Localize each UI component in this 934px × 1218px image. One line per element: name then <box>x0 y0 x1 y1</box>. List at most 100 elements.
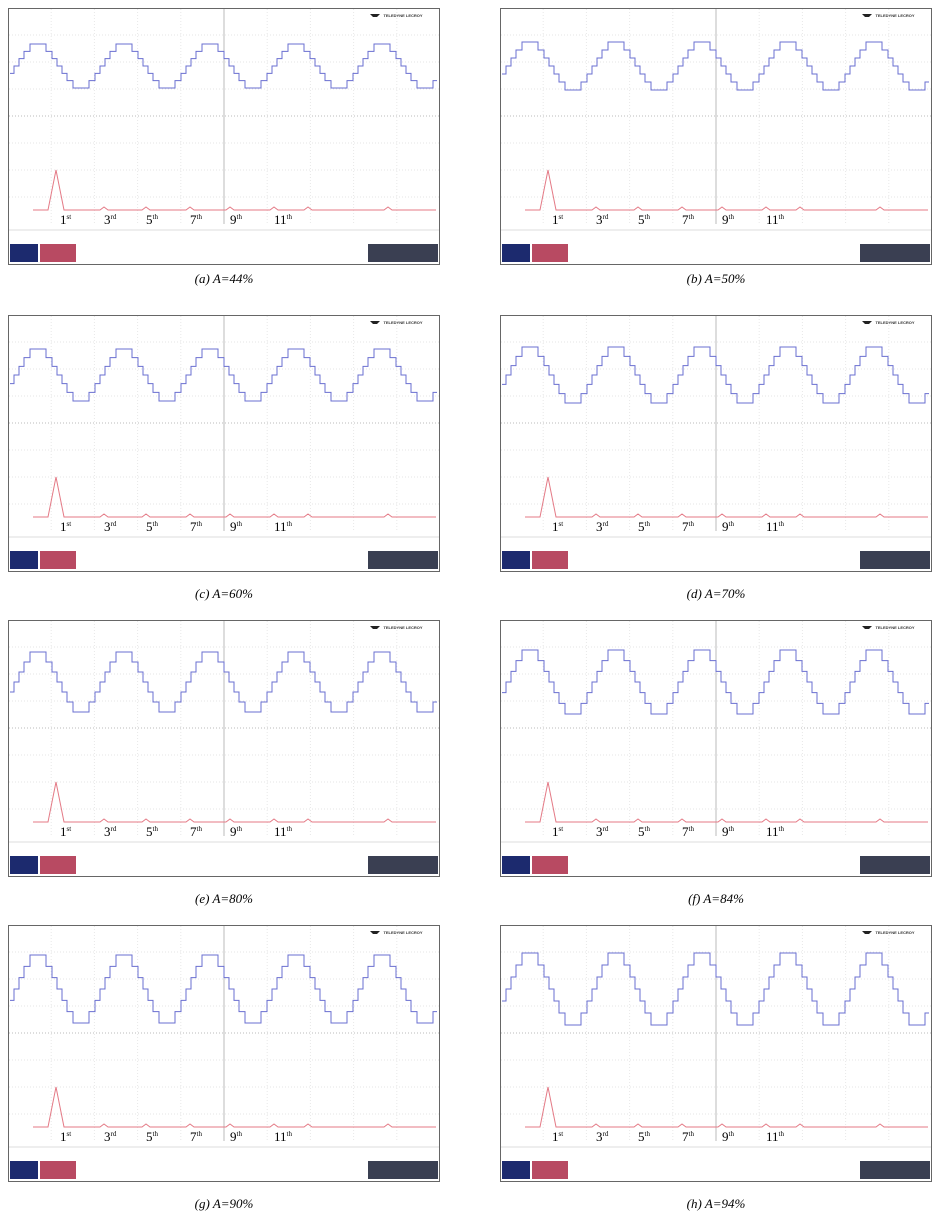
harmonic-label: 11th <box>274 212 292 227</box>
status-block <box>368 551 438 569</box>
harmonic-label: 9th <box>722 824 734 839</box>
harmonic-suffix: th <box>779 1130 785 1138</box>
logo-mark <box>862 931 872 934</box>
harmonic-number: 7 <box>682 824 689 839</box>
harmonic-number: 7 <box>190 212 197 227</box>
harmonic-number: 7 <box>190 824 197 839</box>
logo: TELEDYNE LECROY <box>875 625 914 630</box>
harmonic-number: 11 <box>766 212 779 227</box>
status-block <box>860 1161 930 1179</box>
harmonic-suffix: st <box>559 520 564 528</box>
status-block <box>502 856 530 874</box>
harmonic-number: 5 <box>638 519 645 534</box>
status-block <box>40 551 76 569</box>
harmonic-label: 9th <box>230 824 242 839</box>
harmonic-label: 9th <box>230 1129 242 1144</box>
harmonic-label: 7th <box>190 1129 202 1144</box>
harmonic-suffix: th <box>729 520 735 528</box>
harmonic-number: 1 <box>552 212 559 227</box>
harmonic-suffix: th <box>689 825 695 833</box>
harmonic-suffix: th <box>197 825 203 833</box>
harmonic-number: 3 <box>104 212 111 227</box>
harmonic-suffix: th <box>237 520 243 528</box>
harmonic-label: 1st <box>60 824 71 839</box>
harmonic-label: 9th <box>230 212 242 227</box>
status-block <box>10 856 38 874</box>
harmonic-suffix: th <box>237 1130 243 1138</box>
status-block <box>40 1161 76 1179</box>
harmonic-spectrum <box>33 1086 436 1128</box>
harmonic-suffix: st <box>67 825 72 833</box>
harmonic-suffix: th <box>779 520 785 528</box>
harmonic-label: 9th <box>722 212 734 227</box>
harmonic-label: 3rd <box>596 519 609 534</box>
harmonic-suffix: th <box>287 825 293 833</box>
harmonic-number: 1 <box>60 212 67 227</box>
harmonic-suffix: st <box>559 213 564 221</box>
harmonic-number: 1 <box>552 1129 559 1144</box>
logo-mark <box>862 626 872 629</box>
harmonic-label: 5th <box>638 212 650 227</box>
harmonic-suffix: th <box>197 1130 203 1138</box>
harmonic-label: 11th <box>274 519 292 534</box>
harmonic-spectrum <box>525 781 928 823</box>
harmonic-number: 7 <box>190 1129 197 1144</box>
harmonic-number: 9 <box>722 824 729 839</box>
harmonic-label: 1st <box>60 1129 71 1144</box>
logo: TELEDYNE LECROY <box>875 930 914 935</box>
harmonic-label: 1st <box>552 212 563 227</box>
harmonic-label: 7th <box>682 824 694 839</box>
harmonic-suffix: st <box>559 1130 564 1138</box>
harmonic-suffix: th <box>689 520 695 528</box>
harmonic-suffix: th <box>287 213 293 221</box>
harmonic-label: 11th <box>766 1129 784 1144</box>
status-block <box>368 1161 438 1179</box>
harmonic-label: 1st <box>60 212 71 227</box>
harmonic-label: 11th <box>766 212 784 227</box>
harmonic-label: 11th <box>274 1129 292 1144</box>
status-block <box>368 856 438 874</box>
harmonic-number: 11 <box>766 519 779 534</box>
harmonic-label: 7th <box>682 1129 694 1144</box>
harmonic-suffix: th <box>645 520 651 528</box>
harmonic-suffix: rd <box>111 825 117 833</box>
harmonic-number: 3 <box>596 1129 603 1144</box>
harmonic-label: 9th <box>230 519 242 534</box>
harmonic-label: 5th <box>638 824 650 839</box>
harmonic-number: 5 <box>638 1129 645 1144</box>
status-block <box>860 244 930 262</box>
harmonic-number: 7 <box>682 1129 689 1144</box>
harmonic-number: 5 <box>146 1129 153 1144</box>
harmonic-label: 1st <box>552 1129 563 1144</box>
harmonic-suffix: th <box>729 1130 735 1138</box>
harmonic-label: 3rd <box>104 519 117 534</box>
voltage-waveform <box>10 651 437 713</box>
status-block <box>502 244 530 262</box>
harmonic-suffix: th <box>153 1130 159 1138</box>
caption: (e) A=80% <box>195 891 253 906</box>
harmonic-label: 3rd <box>596 1129 609 1144</box>
caption: (c) A=60% <box>195 586 253 601</box>
voltage-waveform <box>10 954 437 1024</box>
harmonic-label: 9th <box>722 519 734 534</box>
caption: (g) A=90% <box>195 1196 254 1211</box>
harmonic-suffix: st <box>67 520 72 528</box>
harmonic-suffix: th <box>645 825 651 833</box>
harmonic-suffix: th <box>645 213 651 221</box>
status-block <box>502 1161 530 1179</box>
harmonic-spectrum <box>33 781 436 823</box>
harmonic-suffix: rd <box>603 213 609 221</box>
harmonic-label: 1st <box>60 519 71 534</box>
harmonic-number: 11 <box>274 519 287 534</box>
harmonic-number: 9 <box>230 519 237 534</box>
harmonic-number: 11 <box>766 1129 779 1144</box>
harmonic-suffix: th <box>197 520 203 528</box>
logo: TELEDYNE LECROY <box>383 625 422 630</box>
harmonic-number: 1 <box>552 519 559 534</box>
harmonic-spectrum <box>33 169 436 211</box>
